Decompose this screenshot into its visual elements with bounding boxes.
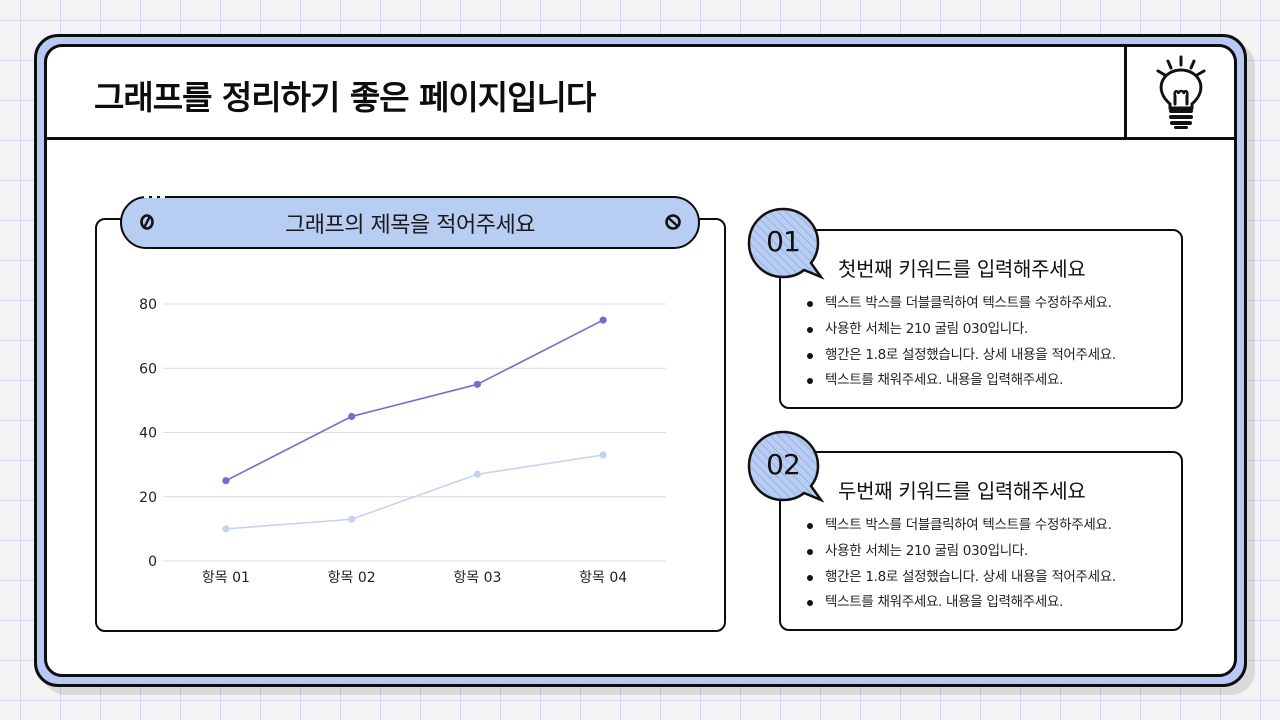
keyword-title[interactable]: 두번째 키워드를 입력해주세요: [838, 479, 1086, 503]
bullet-icon: [807, 600, 813, 607]
chart-title-pill: 그래프의 제목을 적어주세요: [120, 195, 700, 249]
data-point[interactable]: [222, 477, 230, 485]
data-point[interactable]: [473, 470, 481, 478]
list-item[interactable]: 텍스트 박스를 더블클릭하여 텍스트를 수정하주세요.: [807, 291, 1116, 317]
bullet-icon: [807, 523, 813, 529]
x-tick-label: 항목 02: [328, 570, 376, 586]
y-tick-label: 0: [148, 554, 157, 570]
keyword-number-badge-2: 02: [745, 428, 825, 508]
slashed-circle-icon: [140, 214, 154, 230]
list-item-text: 텍스트 박스를 더블클릭하여 텍스트를 수정하주세요.: [825, 517, 1112, 533]
keyword-card-1: 첫번째 키워드를 입력해주세요 텍스트 박스를 더블클릭하여 텍스트를 수정하주…: [779, 229, 1183, 409]
badge-number: 02: [766, 448, 801, 481]
keyword-card-2: 두번째 키워드를 입력해주세요 텍스트 박스를 더블클릭하여 텍스트를 수정하주…: [779, 451, 1183, 631]
keyword-bullet-list: 텍스트 박스를 더블클릭하여 텍스트를 수정하주세요. 사용한 서체는 210 …: [807, 513, 1116, 616]
data-point[interactable]: [348, 412, 356, 421]
y-tick-label: 80: [139, 297, 157, 313]
no-entry-icon: [665, 214, 681, 230]
list-item[interactable]: 텍스트를 채워주세요. 내용을 입력해주세요.: [807, 368, 1116, 394]
keyword-number-badge-1: 01: [745, 205, 825, 285]
x-tick-label: 항목 01: [202, 570, 250, 586]
page-title[interactable]: 그래프를 정리하기 좋은 페이지입니다: [94, 78, 596, 117]
keyword-title[interactable]: 첫번째 키워드를 입력해주세요: [838, 257, 1086, 281]
chart-card: [95, 218, 726, 632]
bullet-icon: [807, 574, 813, 581]
series-line: [225, 319, 604, 482]
chart-title[interactable]: 그래프의 제목을 적어주세요: [285, 212, 535, 238]
list-item[interactable]: 사용한 서체는 210 굴림 030입니다.: [807, 317, 1116, 343]
y-tick-label: 20: [139, 490, 157, 506]
badge-number: 01: [766, 225, 801, 258]
data-point[interactable]: [473, 380, 481, 388]
data-point[interactable]: [222, 525, 230, 533]
list-item[interactable]: 사용한 서체는 210 굴림 030입니다.: [807, 539, 1116, 565]
list-item-text: 사용한 서체는 210 굴림 030입니다.: [825, 320, 1029, 337]
data-point[interactable]: [348, 515, 356, 523]
data-point[interactable]: [599, 451, 607, 459]
bullet-icon: [807, 548, 813, 555]
lightbulb-icon: [1156, 55, 1205, 129]
list-item-text: 사용한 서체는 210 굴림 030입니다.: [825, 542, 1029, 559]
bullet-icon: [807, 352, 813, 359]
list-item[interactable]: 행간은 1.8로 설정했습니다. 상세 내용을 적어주세요.: [807, 343, 1116, 369]
x-tick-label: 항목 03: [453, 570, 501, 586]
speech-bubble-icon: [747, 207, 825, 280]
decorative-dash: [144, 195, 166, 198]
bullet-icon: [807, 378, 813, 385]
line-chart: 0 20 40 60 80 항목 01 항목 02 항목 03 항목 04: [139, 297, 666, 586]
list-item-text: 텍스트 박스를 더블클릭하여 텍스트를 수정하주세요.: [825, 295, 1112, 311]
list-item[interactable]: 텍스트 박스를 더블클릭하여 텍스트를 수정하주세요.: [807, 513, 1116, 539]
header: 그래프를 정리하기 좋은 페이지입니다: [47, 47, 1234, 140]
list-item[interactable]: 텍스트를 채워주세요. 내용을 입력해주세요.: [807, 590, 1116, 616]
list-item-text: 행간은 1.8로 설정했습니다. 상세 내용을 적어주세요.: [825, 346, 1116, 363]
bullet-icon: [807, 326, 813, 333]
y-tick-label: 40: [139, 426, 157, 442]
speech-bubble-icon: [747, 430, 825, 503]
series-line: [225, 454, 604, 530]
bullet-icon: [807, 301, 813, 307]
x-tick-label: 항목 04: [579, 570, 627, 586]
list-item[interactable]: 행간은 1.8로 설정했습니다. 상세 내용을 적어주세요.: [807, 565, 1116, 591]
header-icon-cell: [1124, 47, 1234, 137]
list-item-text: 텍스트를 채워주세요. 내용을 입력해주세요.: [825, 594, 1064, 611]
data-point[interactable]: [599, 316, 607, 324]
list-item-text: 행간은 1.8로 설정했습니다. 상세 내용을 적어주세요.: [825, 568, 1116, 585]
y-tick-label: 60: [139, 361, 157, 377]
list-item-text: 텍스트를 채워주세요. 내용을 입력해주세요.: [825, 372, 1064, 389]
keyword-bullet-list: 텍스트 박스를 더블클릭하여 텍스트를 수정하주세요. 사용한 서체는 210 …: [807, 291, 1116, 394]
